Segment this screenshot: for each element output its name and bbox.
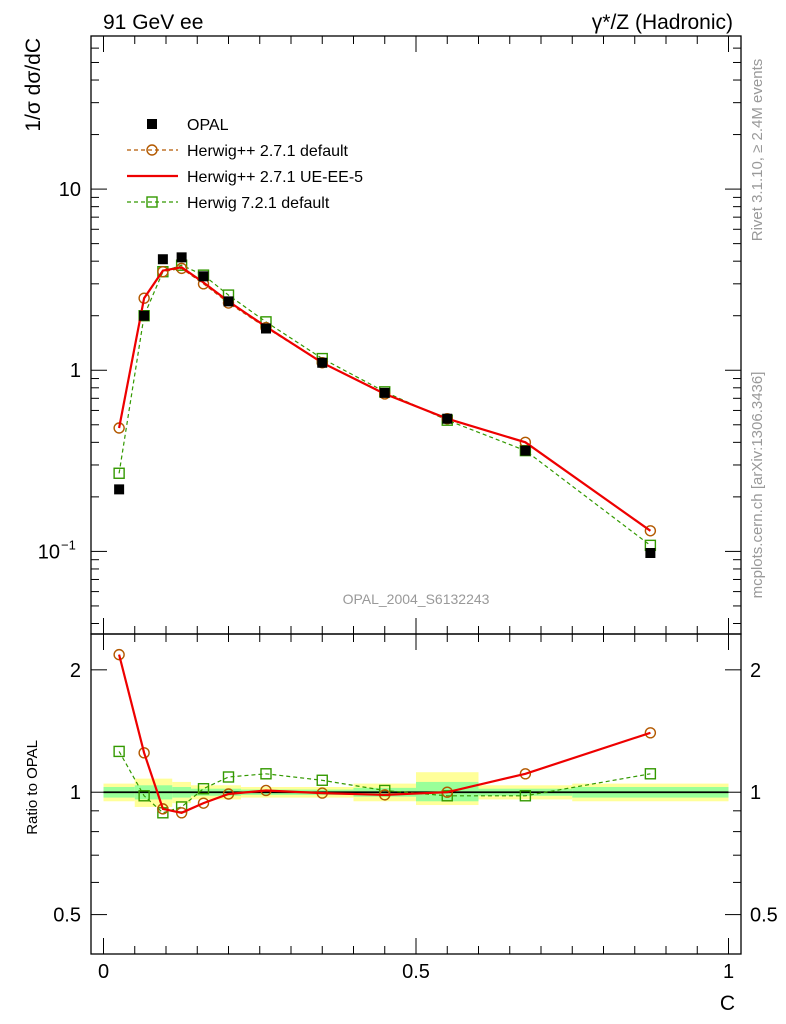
ratio-point-h7_default [138, 790, 150, 802]
main-series-opal [114, 252, 656, 558]
main-point-opal [317, 357, 328, 368]
x-tick-label: 0.5 [402, 961, 430, 983]
ratio-point-h7_default [519, 790, 532, 802]
main-point-hpp_default [157, 265, 169, 278]
legend-entry-hpp_default: Herwig++ 2.7.1 default [127, 143, 349, 160]
main-line-hpp_ueee5 [118, 266, 652, 532]
header-left-title: 91 GeV ee [103, 11, 203, 34]
ratio-plot-frame [90, 633, 742, 955]
main-point-opal [442, 413, 453, 424]
ratio-line-h7_default [118, 751, 651, 814]
legend-label: Herwig 7.2.1 default [187, 195, 330, 212]
mcplots-label: mcplots.cern.ch [arXiv:1306.3436] [749, 372, 766, 599]
ratio-point-h7_default [260, 768, 272, 780]
ratio-point-h7_default [441, 790, 453, 802]
ratio-y-tick-label-left: 0.5 [53, 905, 81, 927]
ratio-y-tick-label-right: 0.5 [750, 905, 778, 927]
legend-label: Herwig++ 2.7.1 default [187, 143, 349, 160]
ratio-point-hpp_default [197, 797, 210, 809]
main-point-opal [176, 252, 187, 263]
legend-entry-opal: OPAL [147, 117, 229, 134]
main-point-opal [157, 254, 168, 265]
main-point-opal [379, 387, 390, 398]
main-point-opal [261, 323, 271, 334]
ratio-point-hpp_default [644, 727, 657, 739]
ratio-point-h7_default [644, 768, 657, 780]
legend-label: Herwig++ 2.7.1 UE-EE-5 [187, 169, 363, 186]
main-line-h7_default [118, 264, 651, 546]
rivet-version-label: Rivet 3.1.10, ≥ 2.4M events [749, 59, 766, 242]
main-series-hpp_default [113, 262, 657, 537]
ratio-plot: 0.5 0.5 1 1 2 2 0 0.5 1 [53, 634, 778, 983]
main-point-opal [114, 484, 125, 495]
ratio-point-h7_default [197, 783, 210, 795]
ratio-series-hpp_ueee5 [118, 654, 651, 814]
main-y-tick-label: 1 [70, 360, 81, 382]
ratio-point-hpp_default [113, 648, 125, 661]
header-right-title: γ*/Z (Hadronic) [592, 11, 733, 34]
analysis-watermark: OPAL_2004_S6132243 [343, 591, 490, 607]
ratio-point-h7_default [113, 745, 125, 758]
ratio-point-hpp_default [138, 747, 150, 759]
ratio-uncertainty-bands [103, 772, 729, 807]
legend-marker [146, 144, 158, 156]
main-y-tick-label: 10 [38, 541, 60, 563]
legend-marker [147, 119, 157, 129]
main-point-opal [645, 547, 656, 558]
main-y-tick-exponent: −1 [61, 537, 76, 552]
ratio-point-hpp_default [519, 768, 532, 780]
ratio-y-tick-label-left: 1 [70, 782, 81, 804]
x-axis-label: C [720, 992, 735, 1015]
main-series-h7_default [113, 259, 657, 552]
ratio-y-tick-label-left: 2 [70, 660, 81, 682]
main-point-h7_default [113, 467, 125, 479]
ratio-y-tick-label-right: 1 [750, 782, 761, 804]
main-point-opal [139, 310, 150, 321]
x-tick-label: 0 [98, 961, 109, 983]
legend-label: OPAL [187, 117, 229, 134]
ratio-series-h7_default [113, 745, 657, 819]
main-point-opal [223, 296, 234, 307]
main-y-tick-label: 10 [59, 179, 81, 201]
ratio-ylabel: Ratio to OPAL [24, 740, 41, 835]
legend-marker [146, 196, 158, 208]
legend-entry-h7_default: Herwig 7.2.1 default [127, 195, 330, 212]
legend-entry-hpp_ueee5: Herwig++ 2.7.1 UE-EE-5 [127, 169, 363, 186]
main-point-hpp_default [644, 525, 657, 537]
ratio-point-h7_default [222, 771, 235, 783]
ratio-y-tick-label-right: 2 [750, 660, 761, 682]
main-series-hpp_ueee5 [118, 266, 652, 532]
legend: OPAL Herwig++ 2.7.1 default Herwig++ 2.7.1… [127, 117, 363, 212]
ratio-point-h7_default [316, 774, 328, 786]
main-ylabel: 1/σ dσ/dC [22, 38, 45, 132]
x-tick-label: 1 [723, 961, 734, 983]
ratio-line-hpp_ueee5 [118, 654, 651, 814]
ratio-y-ticks: 0.5 0.5 1 1 2 2 [53, 660, 778, 955]
main-point-opal [198, 271, 209, 282]
main-point-opal [520, 445, 531, 456]
